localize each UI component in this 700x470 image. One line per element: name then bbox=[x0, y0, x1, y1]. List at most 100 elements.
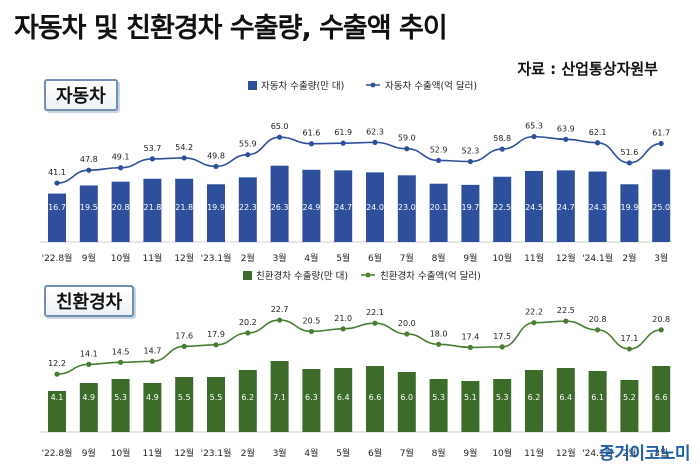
eco-x-tick-label: 6월 bbox=[368, 447, 382, 459]
eco-bar bbox=[238, 370, 257, 432]
car-line-point bbox=[467, 158, 473, 165]
eco-x-tick-label: '22.8월 bbox=[42, 447, 73, 459]
car-bar bbox=[270, 165, 289, 242]
car-line-point bbox=[595, 140, 601, 146]
eco-line-point bbox=[436, 341, 442, 347]
car-line-value-label: 52.9 bbox=[430, 145, 448, 154]
eco-bar bbox=[588, 371, 607, 432]
eco-line-point bbox=[531, 320, 537, 326]
eco-line-value-label: 20.5 bbox=[302, 316, 320, 325]
car-bar bbox=[397, 175, 416, 242]
car-bar-value-label: 24.7 bbox=[334, 203, 352, 212]
car-bar-value-label: 24.0 bbox=[366, 203, 384, 212]
eco-x-tick-label: 11월 bbox=[524, 447, 544, 459]
eco-bar-value-label: 6.1 bbox=[591, 393, 604, 402]
car-x-tick-label: 4월 bbox=[304, 252, 318, 264]
car-bar bbox=[652, 169, 671, 242]
car-legend-bar-swatch bbox=[248, 81, 257, 90]
eco-x-tick-label: 2월 bbox=[241, 447, 255, 459]
eco-bar-value-label: 5.3 bbox=[496, 393, 509, 402]
car-bar bbox=[175, 178, 194, 242]
eco-line-value-label: 20.0 bbox=[398, 319, 416, 328]
car-bar bbox=[111, 181, 130, 242]
eco-line-value-label: 20.8 bbox=[589, 315, 607, 324]
car-x-tick-label: 11월 bbox=[524, 252, 544, 264]
eco-line-point bbox=[626, 346, 633, 352]
car-bar bbox=[493, 176, 512, 242]
car-line-value-label: 54.2 bbox=[175, 143, 193, 152]
eco-line-point bbox=[245, 330, 251, 336]
car-bar bbox=[302, 169, 321, 242]
eco-bar bbox=[556, 368, 575, 432]
eco-bar-value-label: 6.3 bbox=[305, 393, 318, 402]
eco-bar-value-label: 5.5 bbox=[210, 393, 223, 402]
car-line-point bbox=[404, 146, 410, 152]
section-label-cars: 자동차 bbox=[44, 79, 118, 111]
eco-line-point bbox=[277, 317, 283, 323]
eco-bar-value-label: 5.3 bbox=[114, 393, 127, 402]
car-x-tick-label: 7월 bbox=[400, 252, 414, 264]
car-line-value-label: 61.6 bbox=[302, 129, 320, 138]
car-bar-value-label: 21.8 bbox=[143, 203, 161, 212]
eco-bar-value-label: 5.1 bbox=[464, 393, 477, 402]
car-bar-value-label: 19.7 bbox=[461, 203, 479, 212]
car-bar bbox=[334, 170, 353, 242]
eco-line-value-label: 20.8 bbox=[652, 315, 670, 324]
car-x-tick-label: 5월 bbox=[336, 252, 350, 264]
car-line-value-label: 41.1 bbox=[48, 168, 66, 177]
car-line-point bbox=[436, 157, 442, 164]
eco-legend-line-marker bbox=[365, 272, 371, 278]
car-line-point bbox=[245, 152, 251, 158]
eco-x-tick-label: 8월 bbox=[432, 447, 446, 459]
eco-bar-value-label: 7.1 bbox=[273, 393, 286, 402]
car-line-point bbox=[181, 155, 187, 161]
page-title: 자동차 및 친환경차 수출량, 수출액 추이 bbox=[14, 13, 448, 44]
car-x-tick-label: 10월 bbox=[492, 252, 512, 264]
car-value-line bbox=[56, 135, 662, 184]
eco-line-value-label: 22.7 bbox=[271, 305, 289, 314]
car-line-value-label: 65.3 bbox=[525, 122, 543, 131]
car-bar-value-label: 26.3 bbox=[271, 203, 289, 212]
eco-bar bbox=[302, 369, 321, 432]
eco-bar bbox=[111, 379, 130, 432]
car-x-tick-label: 12월 bbox=[556, 252, 576, 264]
car-bar bbox=[79, 185, 98, 242]
eco-line-point bbox=[54, 371, 60, 377]
eco-bar bbox=[334, 368, 353, 432]
car-bar-value-label: 16.7 bbox=[48, 203, 66, 212]
car-line-value-label: 61.9 bbox=[334, 128, 352, 137]
car-bar bbox=[429, 183, 448, 242]
eco-x-tick-label: 3월 bbox=[654, 447, 668, 459]
car-bar-value-label: 19.5 bbox=[80, 203, 98, 212]
eco-bar bbox=[143, 383, 162, 432]
eco-bar-value-label: 5.5 bbox=[178, 393, 191, 402]
car-bar bbox=[525, 170, 543, 242]
car-x-tick-label: '24.1월 bbox=[582, 252, 613, 264]
car-x-tick-label: 9월 bbox=[82, 252, 96, 264]
eco-line-value-label: 14.1 bbox=[80, 349, 98, 358]
eco-line-point bbox=[308, 328, 314, 335]
eco-line-point bbox=[86, 361, 92, 367]
eco-bar bbox=[461, 381, 480, 432]
car-line-point bbox=[149, 156, 155, 162]
car-legend-line-marker bbox=[370, 82, 376, 88]
car-line-point bbox=[308, 141, 314, 147]
car-line-value-label: 49.8 bbox=[207, 151, 225, 160]
eco-line-point bbox=[658, 327, 664, 333]
eco-line-point bbox=[149, 358, 155, 364]
eco-x-tick-label: 11월 bbox=[143, 447, 163, 459]
car-bar-value-label: 19.9 bbox=[620, 203, 638, 212]
eco-line-point bbox=[340, 326, 346, 332]
eco-bar bbox=[525, 370, 543, 432]
eco-x-tick-label: '23.1월 bbox=[201, 447, 232, 459]
eco-x-tick-label: 10월 bbox=[492, 447, 512, 459]
car-bar bbox=[556, 170, 575, 242]
car-line-value-label: 62.1 bbox=[589, 128, 607, 137]
car-x-tick-label: 8월 bbox=[432, 252, 446, 264]
car-bar-value-label: 20.1 bbox=[430, 203, 448, 212]
car-legend-bar-label: 자동차 수출량(만 대) bbox=[261, 80, 344, 92]
car-line-point bbox=[213, 163, 219, 169]
car-line-value-label: 51.6 bbox=[620, 148, 638, 157]
eco-x-tick-label: 4월 bbox=[304, 447, 318, 459]
